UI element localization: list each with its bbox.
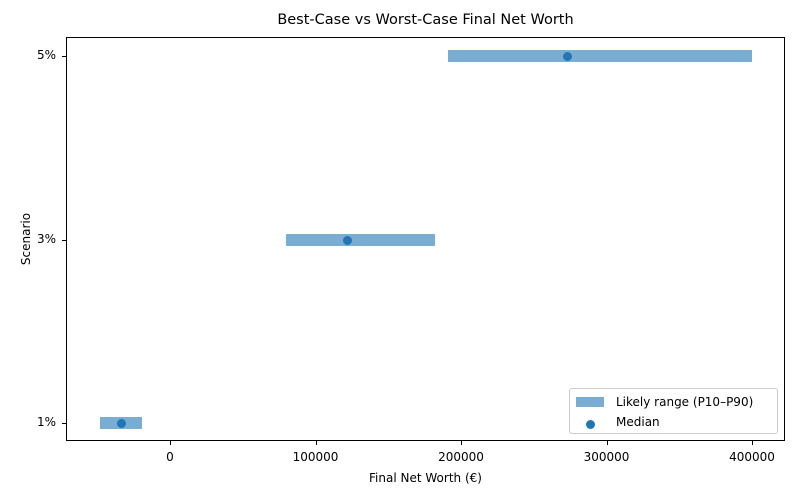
x-tick-label: 200000: [438, 450, 484, 464]
median-point-3%: [343, 235, 352, 245]
legend: Likely range (P10–P90) Median: [569, 388, 778, 434]
range-bar-5%: [447, 50, 752, 62]
x-tick-label: 100000: [292, 450, 339, 464]
x-axis-label: Final Net Worth (€): [369, 471, 482, 485]
median-dot-icon: [585, 419, 595, 429]
chart-title: Best-Case vs Worst-Case Final Net Worth: [277, 12, 574, 28]
y-tick-label: 1%: [36, 415, 56, 429]
plot-area: [66, 37, 785, 441]
x-tick-label: 400000: [729, 450, 775, 464]
legend-range-label: Likely range (P10–P90): [616, 395, 754, 409]
legend-median-label: Median: [616, 415, 660, 429]
y-tick-label: 5%: [36, 48, 56, 62]
y-tick-label: 3%: [36, 232, 56, 246]
range-swatch-icon: [576, 397, 604, 407]
range-bar-3%: [286, 234, 435, 246]
x-tick-label: 0: [166, 450, 174, 464]
legend-item-range: Likely range (P10–P90): [576, 394, 753, 410]
legend-item-median: Median: [576, 414, 660, 430]
median-point-1%: [117, 418, 127, 428]
y-axis-label: Scenario: [19, 212, 33, 266]
x-tick-label: 300000: [583, 450, 630, 464]
median-point-5%: [562, 51, 572, 61]
